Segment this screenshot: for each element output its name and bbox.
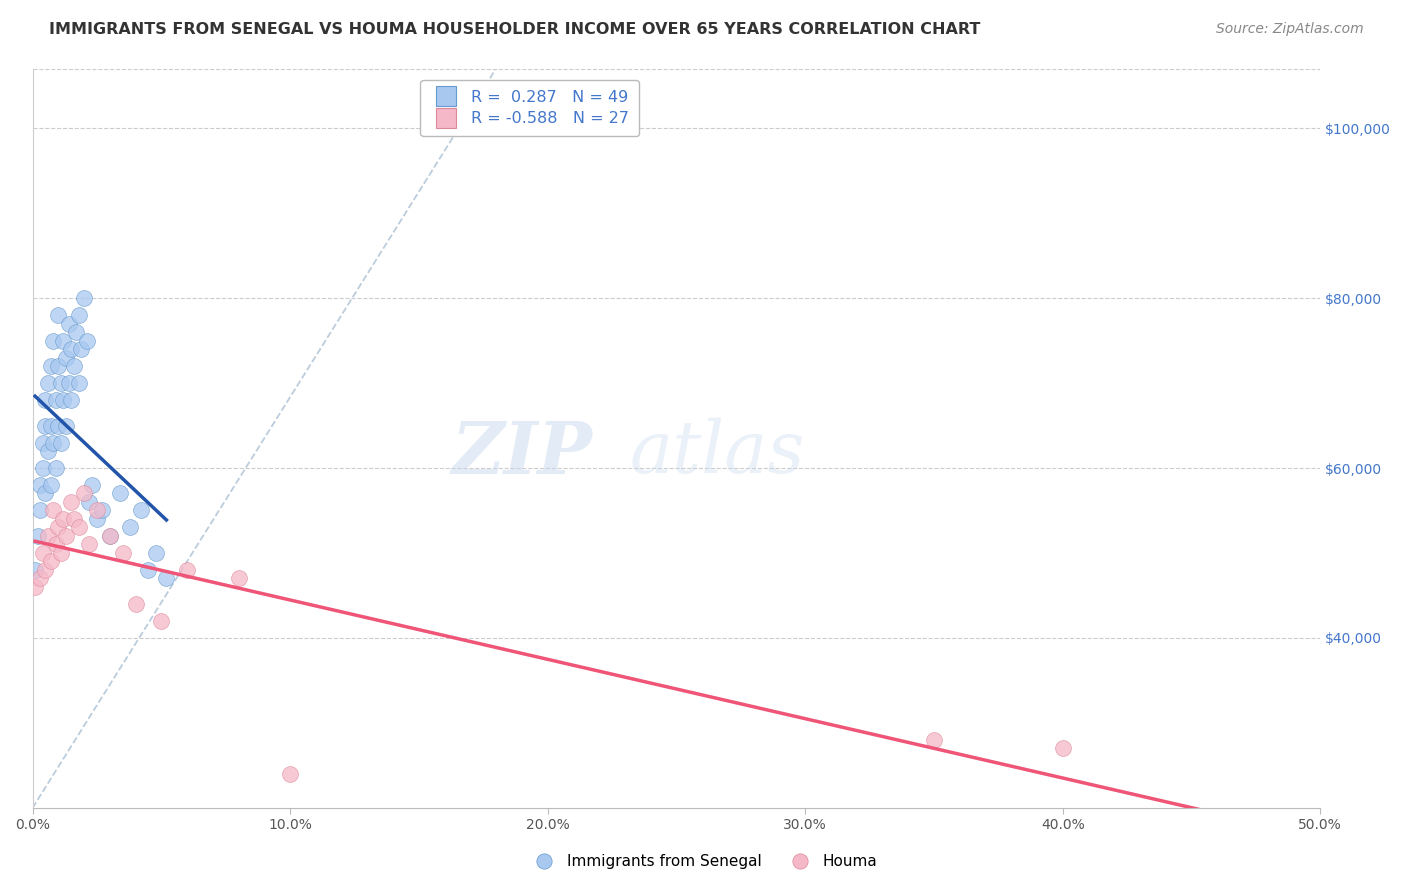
Point	[278, 767, 301, 781]
Point	[77, 495, 100, 509]
Point	[145, 546, 167, 560]
Point	[49, 376, 72, 390]
Point	[228, 572, 250, 586]
Point	[73, 486, 96, 500]
Point	[155, 572, 177, 586]
Point	[31, 461, 53, 475]
Point	[111, 546, 134, 560]
Point	[42, 503, 65, 517]
Point	[108, 486, 131, 500]
Point	[138, 563, 160, 577]
Point	[31, 435, 53, 450]
Point	[86, 503, 108, 517]
Point	[49, 546, 72, 560]
Point	[65, 325, 87, 339]
Point	[150, 614, 173, 628]
Text: atlas: atlas	[630, 417, 806, 488]
Point	[73, 291, 96, 305]
Point	[30, 503, 52, 517]
Point	[67, 376, 90, 390]
Point	[39, 478, 62, 492]
Point	[52, 334, 75, 348]
Point	[30, 572, 52, 586]
Point	[34, 486, 56, 500]
Point	[39, 418, 62, 433]
Point	[922, 733, 945, 747]
Point	[70, 342, 93, 356]
Point	[24, 580, 46, 594]
Point	[34, 418, 56, 433]
Point	[42, 435, 65, 450]
Text: IMMIGRANTS FROM SENEGAL VS HOUMA HOUSEHOLDER INCOME OVER 65 YEARS CORRELATION CH: IMMIGRANTS FROM SENEGAL VS HOUMA HOUSEHO…	[49, 22, 980, 37]
Point	[34, 392, 56, 407]
Point	[52, 392, 75, 407]
Point	[120, 520, 142, 534]
Point	[124, 597, 146, 611]
Point	[46, 418, 69, 433]
Point	[67, 520, 90, 534]
Point	[46, 520, 69, 534]
Point	[60, 392, 83, 407]
Point	[98, 529, 121, 543]
Point	[46, 359, 69, 373]
Point	[62, 359, 84, 373]
Point	[27, 529, 49, 543]
Point	[1052, 741, 1074, 756]
Legend: R =  0.287   N = 49, R = -0.588   N = 27: R = 0.287 N = 49, R = -0.588 N = 27	[420, 80, 640, 136]
Point	[37, 444, 59, 458]
Point	[55, 351, 77, 365]
Text: Source: ZipAtlas.com: Source: ZipAtlas.com	[1216, 22, 1364, 37]
Point	[46, 308, 69, 322]
Point	[45, 537, 67, 551]
Point	[45, 392, 67, 407]
Point	[58, 376, 80, 390]
Point	[52, 512, 75, 526]
Point	[31, 546, 53, 560]
Point	[49, 435, 72, 450]
Point	[39, 359, 62, 373]
Point	[55, 418, 77, 433]
Text: ZIP: ZIP	[451, 417, 593, 489]
Point	[60, 342, 83, 356]
Point	[91, 503, 114, 517]
Point	[86, 512, 108, 526]
Point	[58, 317, 80, 331]
Point	[129, 503, 152, 517]
Point	[42, 334, 65, 348]
Point	[98, 529, 121, 543]
Point	[76, 334, 98, 348]
Point	[55, 529, 77, 543]
Legend: Immigrants from Senegal, Houma: Immigrants from Senegal, Houma	[523, 848, 883, 875]
Point	[77, 537, 100, 551]
Point	[39, 554, 62, 568]
Point	[30, 478, 52, 492]
Point	[67, 308, 90, 322]
Point	[24, 563, 46, 577]
Point	[60, 495, 83, 509]
Point	[80, 478, 103, 492]
Point	[176, 563, 198, 577]
Point	[45, 461, 67, 475]
Point	[37, 529, 59, 543]
Point	[37, 376, 59, 390]
Point	[34, 563, 56, 577]
Point	[62, 512, 84, 526]
